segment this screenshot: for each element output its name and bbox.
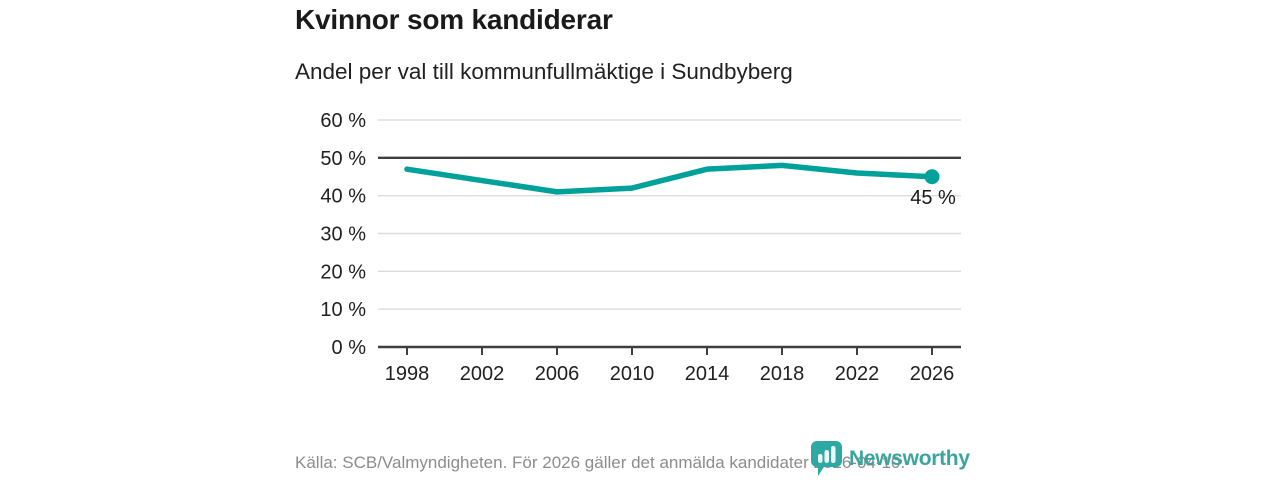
source-note: Källa: SCB/Valmyndigheten. För 2026 gäll… [295, 453, 906, 472]
chart-subtitle: Andel per val till kommunfullmäktige i S… [295, 59, 793, 84]
x-tick-label: 2022 [835, 363, 880, 385]
y-tick-label: 30 % [320, 224, 366, 246]
x-tick-label: 2026 [910, 363, 955, 385]
data-line [404, 162, 935, 195]
x-tick-label: 2018 [760, 363, 805, 385]
y-tick-label: 0 % [332, 337, 367, 359]
newsworthy-icon [811, 441, 842, 476]
brand-name: Newsworthy [849, 446, 970, 470]
x-tick-label: 2002 [460, 363, 505, 385]
y-tick-label: 60 % [320, 110, 366, 132]
x-tick-label: 2014 [685, 363, 730, 385]
x-tick-label: 1998 [385, 363, 430, 385]
y-tick-label: 50 % [320, 148, 366, 170]
chart-title: Kvinnor som kandiderar [295, 4, 613, 35]
x-tick-label: 2006 [535, 363, 580, 385]
end-value-label: 45 % [910, 187, 956, 209]
x-tick-label: 2010 [610, 363, 655, 385]
end-data-point [924, 169, 940, 185]
y-tick-label: 20 % [320, 261, 366, 283]
y-tick-label: 10 % [320, 299, 366, 321]
line-chart: 0 % 10 % 20 % 30 % 40 % 50 % 60 % 1998 2002 2006 2… [320, 110, 961, 385]
brand-logo: Newsworthy [810, 440, 970, 477]
y-tick-label: 40 % [320, 186, 366, 208]
